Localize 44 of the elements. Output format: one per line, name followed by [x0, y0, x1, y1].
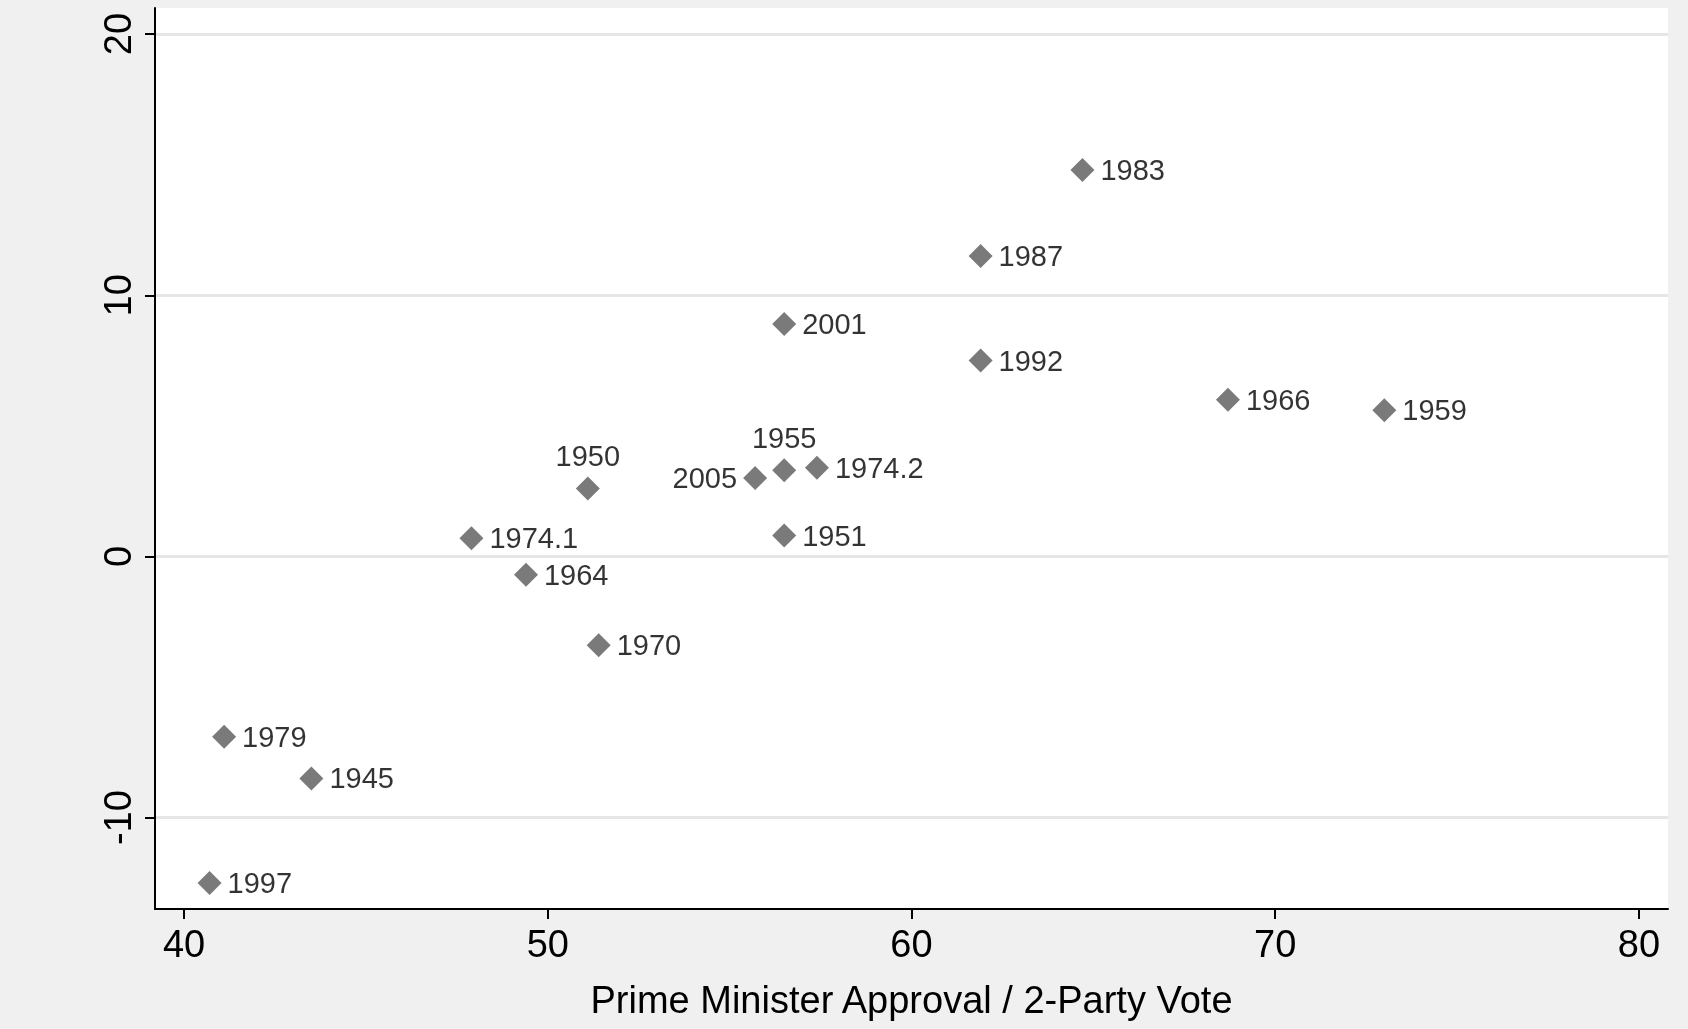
- y-tick-label: 0: [97, 545, 139, 568]
- annotation: 1964: [543, 558, 609, 591]
- point: [772, 458, 797, 483]
- point: [772, 523, 797, 548]
- annotation: 2001: [802, 308, 867, 340]
- annotation: 1974.2: [834, 451, 924, 484]
- x-tick-label: 60: [890, 923, 933, 965]
- annotation: 1987: [998, 240, 1064, 273]
- annotation: 1966: [1245, 383, 1311, 416]
- point: [513, 562, 538, 587]
- x-tick-label: 40: [162, 923, 206, 965]
- point: [575, 476, 600, 501]
- annotation: 1951: [802, 519, 867, 552]
- point: [1070, 157, 1095, 182]
- point: [772, 312, 797, 336]
- point: [1215, 387, 1240, 412]
- annotation: 2005: [672, 462, 738, 495]
- annotation: 1970: [616, 629, 682, 662]
- annotation: 1979: [242, 720, 307, 753]
- x-tick-label: 80: [1617, 923, 1661, 965]
- annotation: 1959: [1402, 394, 1467, 427]
- y-tick-label: 10: [97, 274, 139, 317]
- annotation: 1955: [751, 421, 817, 454]
- annotation: 1945: [329, 762, 394, 795]
- point: [459, 526, 484, 551]
- point: [299, 766, 324, 791]
- x-tick-label: 50: [526, 923, 569, 965]
- annotation: 1983: [1100, 153, 1165, 186]
- point: [197, 870, 222, 895]
- point: [968, 348, 993, 373]
- point: [586, 633, 611, 658]
- annotation: 1974.1: [489, 522, 579, 555]
- point: [968, 244, 993, 269]
- annotation: 1997: [227, 866, 293, 899]
- point: [1372, 398, 1397, 423]
- x-axis-title: Prime Minister Approval / 2-Party Vote: [590, 979, 1233, 1021]
- annotation: 1950: [555, 440, 621, 473]
- point: [743, 466, 768, 491]
- x-tick-label: 70: [1254, 923, 1297, 965]
- y-tick-label: 20: [97, 12, 139, 56]
- annotation: 1992: [998, 344, 1064, 377]
- point: [804, 455, 829, 480]
- point: [212, 724, 237, 749]
- y-tick-label: -10: [97, 790, 139, 846]
